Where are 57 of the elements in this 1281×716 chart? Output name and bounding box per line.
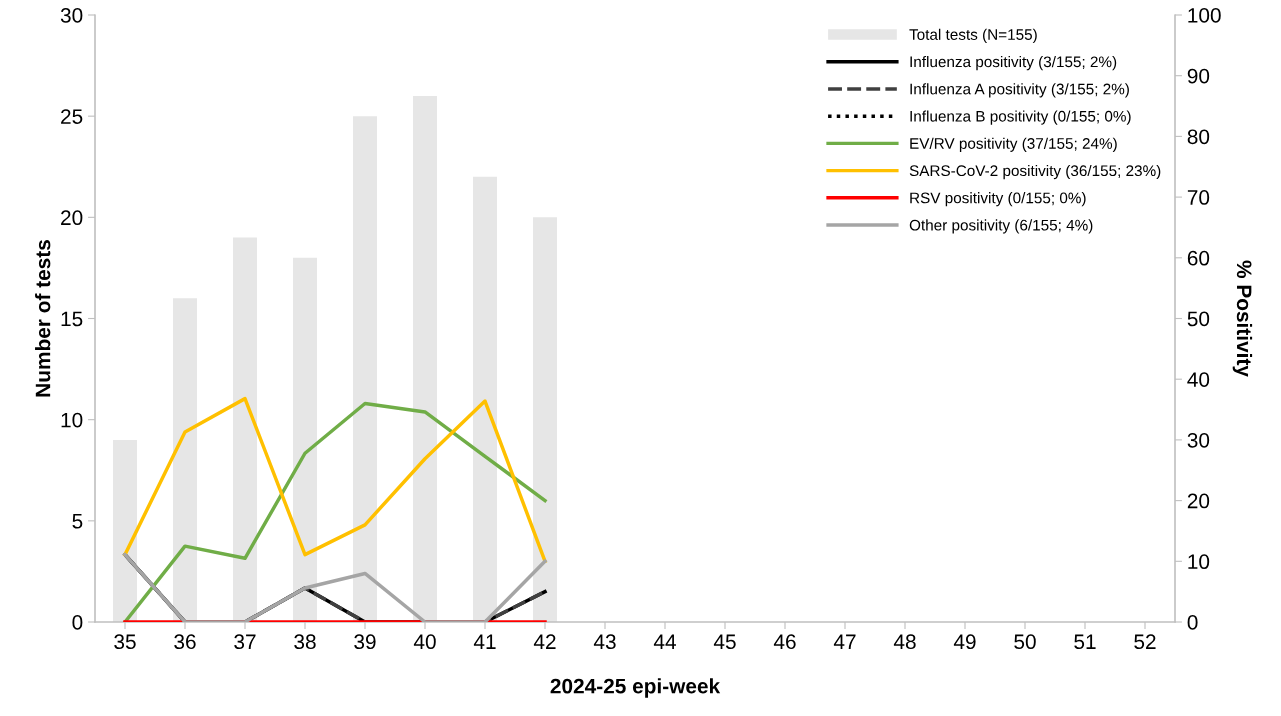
x-tick-label: 52 — [1134, 634, 1156, 650]
bar — [353, 116, 377, 622]
y2-tick-label: 0 — [1187, 615, 1198, 630]
y2-tick-label: 40 — [1187, 372, 1210, 387]
x-tick-label: 48 — [893, 634, 916, 650]
legend-label: SARS-CoV-2 positivity (36/155; 23%) — [909, 164, 1161, 180]
y-tick-label: 20 — [61, 210, 83, 226]
y-tick-label: 30 — [60, 8, 83, 23]
x-tick-label: 39 — [354, 634, 376, 650]
bar — [533, 217, 557, 622]
x-tick-label: 43 — [593, 634, 616, 650]
y-tick-label: 0 — [72, 615, 83, 630]
bar — [113, 439, 137, 622]
x-tick-label: 35 — [114, 634, 136, 650]
bar — [413, 95, 437, 622]
y-tick-label: 25 — [61, 109, 83, 124]
x-tick-label: 37 — [234, 634, 256, 650]
x-tick-label: 46 — [773, 634, 796, 650]
legend-label: Total tests (N=155) — [909, 28, 1037, 43]
y-tick-label: 15 — [61, 311, 83, 327]
x-tick-label: 51 — [1074, 634, 1096, 650]
legend-label: Influenza B positivity (0/155; 0%) — [910, 110, 1131, 125]
y-tick-label: 5 — [72, 514, 83, 529]
bar — [293, 257, 317, 622]
legend-label: Influenza A positivity (3/155; 2%) — [910, 83, 1129, 98]
bar — [173, 298, 197, 622]
y2-tick-label: 60 — [1187, 250, 1210, 266]
y2-tick-label: 80 — [1187, 129, 1210, 145]
bar — [233, 237, 257, 622]
y-tick-label: 10 — [61, 412, 83, 428]
y2-tick-label: 30 — [1187, 432, 1210, 448]
x-tick-label: 44 — [653, 634, 676, 649]
x-tick-label: 49 — [953, 634, 976, 650]
y2-tick-label: 70 — [1187, 190, 1210, 205]
x-tick-label: 41 — [473, 634, 496, 649]
x-tick-label: 45 — [713, 634, 736, 650]
line-series — [123, 401, 547, 622]
x-tick-label: 40 — [413, 634, 436, 650]
legend-label: Influenza positivity (3/155; 2%) — [910, 55, 1117, 71]
y2-tick-label: 90 — [1187, 68, 1210, 84]
legend-label: Other positivity (6/155; 4%) — [909, 219, 1093, 234]
y2-tick-label: 50 — [1187, 311, 1210, 327]
x-axis-title: 2024-25 epi-week — [550, 678, 721, 698]
y2-tick-label: 10 — [1188, 554, 1210, 570]
y2-tick-label: 20 — [1187, 493, 1210, 509]
bar — [473, 176, 497, 622]
legend-label: EV/RV positivity (37/155; 24%) — [910, 137, 1117, 152]
y2-tick-label: 100 — [1188, 8, 1221, 23]
y2-axis-title: % Positivity — [1232, 260, 1253, 377]
legend-label: RSV positivity (0/155; 0%) — [910, 192, 1086, 207]
x-tick-label: 50 — [1014, 634, 1036, 650]
x-tick-label: 42 — [533, 634, 556, 649]
y-axis-title: Number of tests — [35, 240, 51, 397]
x-tick-label: 38 — [294, 634, 316, 650]
x-tick-label: 36 — [174, 634, 196, 650]
x-tick-label: 47 — [833, 634, 856, 649]
line-series — [123, 396, 547, 564]
